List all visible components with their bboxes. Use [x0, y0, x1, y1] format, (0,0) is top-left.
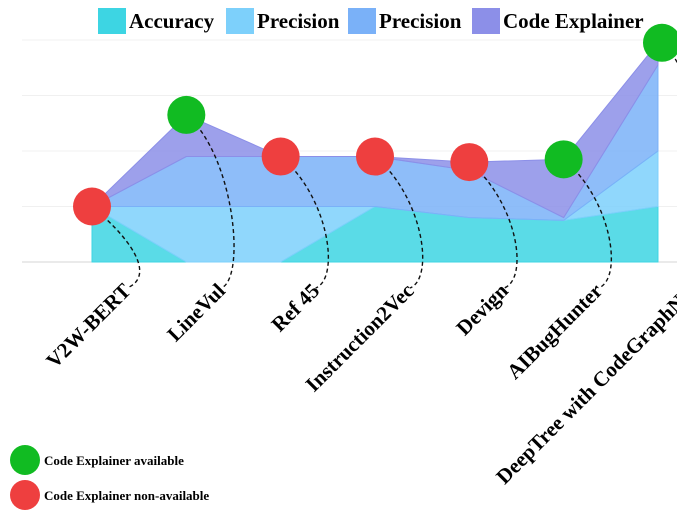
- legend-swatch: [348, 8, 376, 34]
- legend-swatch: [226, 8, 254, 34]
- marker-legend-swatch: [10, 445, 40, 475]
- marker-connector: [563, 158, 612, 289]
- series-legend: Accuracy Precision Precision Code Explainer: [98, 8, 644, 34]
- legend-swatch: [98, 8, 126, 34]
- marker-connector: [185, 114, 235, 289]
- status-marker-non-available: [261, 137, 300, 176]
- status-marker-available: [544, 140, 583, 179]
- status-marker-non-available: [73, 187, 111, 226]
- x-tick-label: Devign: [451, 278, 513, 340]
- marker-legend: Code Explainer available Code Explainer n…: [10, 445, 209, 510]
- marker-legend-label: Code Explainer non-available: [44, 488, 209, 503]
- status-marker-non-available: [450, 143, 489, 182]
- x-tick-label: V2W-BERT: [41, 279, 135, 373]
- legend-label: Precision: [379, 9, 462, 33]
- legend-swatch: [472, 8, 500, 34]
- status-markers: [73, 23, 677, 226]
- x-tick-label: LineVul: [162, 278, 230, 346]
- legend-label: Code Explainer: [503, 9, 644, 33]
- x-tick-label: Ref 45: [266, 279, 324, 337]
- x-tick-label: AIBugHunter: [502, 279, 607, 384]
- marker-legend-swatch: [10, 480, 40, 510]
- marker-connector: [661, 42, 677, 64]
- legend-label: Precision: [257, 9, 340, 33]
- status-marker-available: [642, 23, 677, 62]
- marker-connectors: [91, 42, 677, 289]
- marker-connector: [374, 156, 424, 289]
- marker-connector: [280, 156, 330, 289]
- marker-connector: [468, 161, 518, 289]
- status-marker-non-available: [355, 137, 394, 176]
- marker-legend-label: Code Explainer available: [44, 453, 184, 468]
- status-marker-available: [167, 95, 206, 134]
- legend-label: Accuracy: [129, 9, 215, 33]
